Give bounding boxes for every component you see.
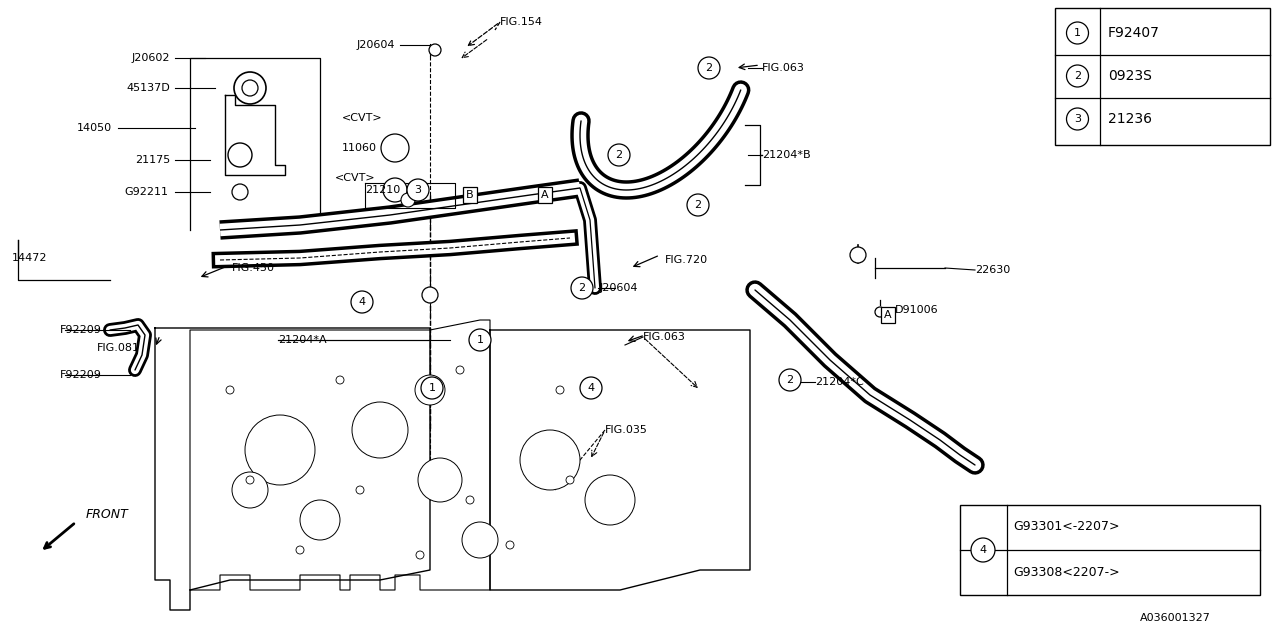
Circle shape <box>416 551 424 559</box>
Text: 0923S: 0923S <box>1108 69 1152 83</box>
Circle shape <box>520 430 580 490</box>
Text: G93308<2207->: G93308<2207-> <box>1012 566 1120 579</box>
Circle shape <box>556 386 564 394</box>
Text: 21210: 21210 <box>365 185 401 195</box>
Text: 21204*C: 21204*C <box>815 377 864 387</box>
Circle shape <box>571 277 593 299</box>
Text: 2: 2 <box>786 375 794 385</box>
Text: 21175: 21175 <box>134 155 170 165</box>
Text: A036001327: A036001327 <box>1140 613 1211 623</box>
Text: 2: 2 <box>616 150 622 160</box>
Text: 21236: 21236 <box>1108 112 1152 126</box>
Circle shape <box>244 415 315 485</box>
Circle shape <box>456 366 465 374</box>
Bar <box>1055 8 1270 145</box>
Circle shape <box>462 522 498 558</box>
Text: 1: 1 <box>429 383 435 393</box>
Text: D91006: D91006 <box>895 305 938 315</box>
Circle shape <box>780 369 801 391</box>
Text: FIG.063: FIG.063 <box>643 332 686 342</box>
Text: 14472: 14472 <box>12 253 47 263</box>
Text: J20604: J20604 <box>600 283 639 293</box>
Circle shape <box>1066 108 1088 130</box>
Circle shape <box>246 476 253 484</box>
Text: G93301<-2207>: G93301<-2207> <box>1012 520 1120 534</box>
Text: J20604: J20604 <box>357 40 396 50</box>
Text: FIG.450: FIG.450 <box>232 263 275 273</box>
Text: J20602: J20602 <box>132 53 170 63</box>
Circle shape <box>608 144 630 166</box>
Circle shape <box>232 184 248 200</box>
Circle shape <box>1066 65 1088 87</box>
Circle shape <box>352 402 408 458</box>
Circle shape <box>585 475 635 525</box>
Text: FIG.720: FIG.720 <box>666 255 708 265</box>
Text: 11060: 11060 <box>342 143 378 153</box>
Circle shape <box>401 193 415 207</box>
Circle shape <box>429 44 442 56</box>
Text: FIG.154: FIG.154 <box>500 17 543 27</box>
Circle shape <box>242 80 259 96</box>
Text: FIG.035: FIG.035 <box>605 425 648 435</box>
Text: 21204*B: 21204*B <box>762 150 810 160</box>
Text: 14050: 14050 <box>77 123 113 133</box>
Circle shape <box>234 72 266 104</box>
Circle shape <box>300 500 340 540</box>
Circle shape <box>351 291 372 313</box>
Text: A: A <box>884 310 892 320</box>
Circle shape <box>355 294 370 310</box>
Text: 2: 2 <box>579 283 585 293</box>
Text: 2: 2 <box>705 63 713 73</box>
Text: 1: 1 <box>476 335 484 345</box>
Text: 2: 2 <box>695 200 701 210</box>
Text: 45137D: 45137D <box>127 83 170 93</box>
Text: F92407: F92407 <box>1108 26 1160 40</box>
Circle shape <box>422 287 438 303</box>
Circle shape <box>227 386 234 394</box>
Circle shape <box>232 472 268 508</box>
Circle shape <box>698 57 719 79</box>
Circle shape <box>582 380 599 396</box>
Bar <box>960 505 1260 595</box>
Circle shape <box>468 329 492 351</box>
Circle shape <box>850 247 867 263</box>
Text: <CVT>: <CVT> <box>335 173 375 183</box>
Text: A: A <box>541 190 549 200</box>
Text: 3: 3 <box>1074 114 1082 124</box>
Circle shape <box>972 538 995 562</box>
Text: FIG.081: FIG.081 <box>97 343 140 353</box>
Circle shape <box>1066 22 1088 44</box>
Circle shape <box>356 486 364 494</box>
Text: 2: 2 <box>1074 71 1082 81</box>
Text: F92209: F92209 <box>60 325 102 335</box>
Text: 4: 4 <box>358 297 366 307</box>
Circle shape <box>419 458 462 502</box>
Circle shape <box>407 179 429 201</box>
Text: <CVT>: <CVT> <box>342 113 383 123</box>
Text: 4: 4 <box>588 383 595 393</box>
Circle shape <box>421 377 443 399</box>
Circle shape <box>687 194 709 216</box>
Text: 3: 3 <box>415 185 421 195</box>
Text: F92209: F92209 <box>60 370 102 380</box>
Text: FRONT: FRONT <box>86 509 129 522</box>
Circle shape <box>228 143 252 167</box>
Circle shape <box>381 134 410 162</box>
Circle shape <box>466 496 474 504</box>
Circle shape <box>335 376 344 384</box>
Text: 21204*A: 21204*A <box>278 335 326 345</box>
Circle shape <box>876 307 884 317</box>
Text: FIG.063: FIG.063 <box>762 63 805 73</box>
Text: 1: 1 <box>1074 28 1082 38</box>
Text: 22630: 22630 <box>975 265 1010 275</box>
Text: 4: 4 <box>979 545 987 555</box>
Circle shape <box>383 178 407 202</box>
Circle shape <box>506 541 515 549</box>
Circle shape <box>580 377 602 399</box>
Text: B: B <box>466 190 474 200</box>
Text: G92211: G92211 <box>124 187 168 197</box>
Circle shape <box>415 375 445 405</box>
Circle shape <box>566 476 573 484</box>
Circle shape <box>296 546 305 554</box>
